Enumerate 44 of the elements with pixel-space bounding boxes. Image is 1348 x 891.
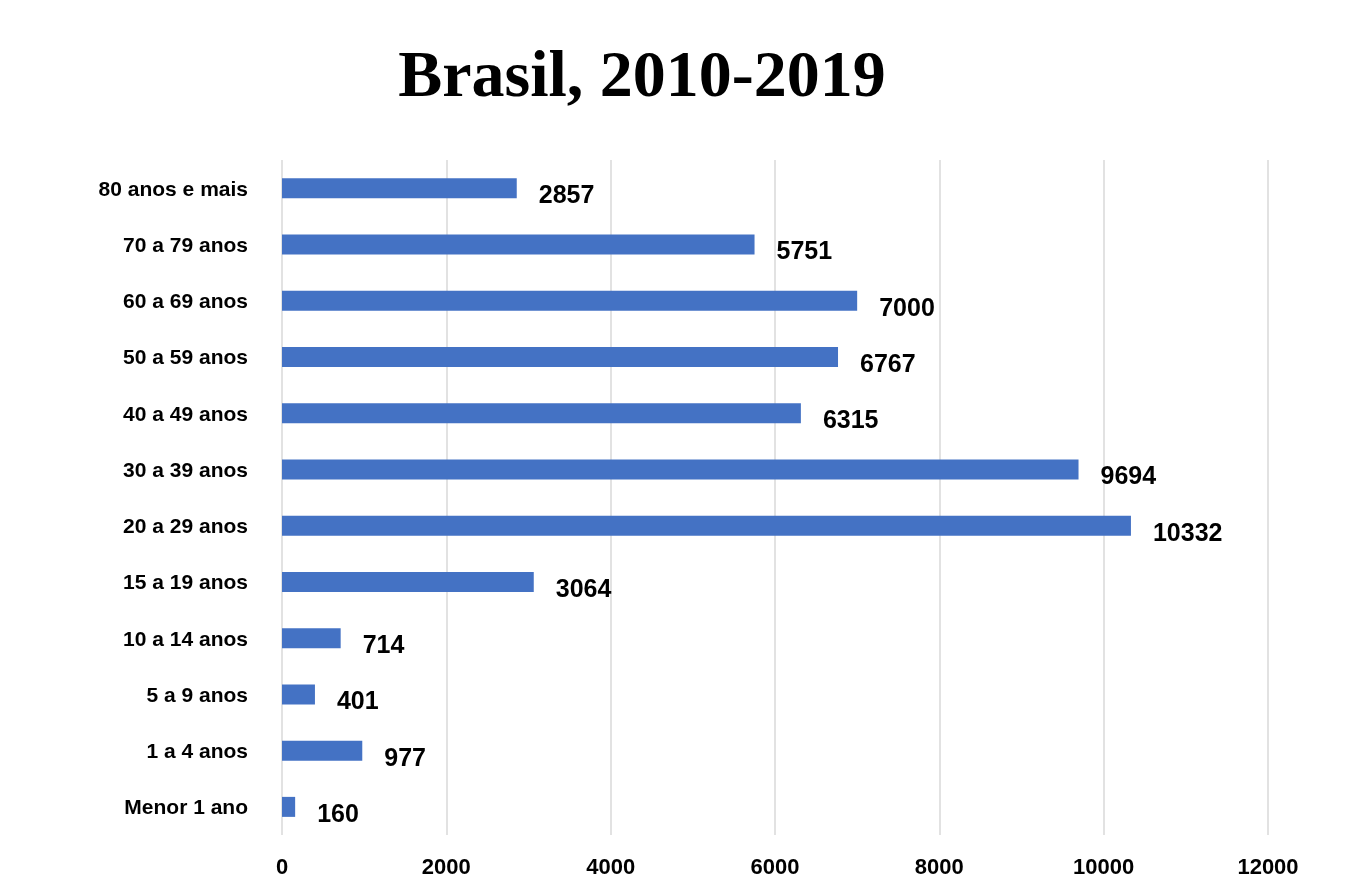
y-tick-label: 70 a 79 anos bbox=[123, 232, 248, 256]
y-tick-label: 60 a 69 anos bbox=[123, 289, 248, 313]
y-tick-label: 20 a 29 anos bbox=[123, 514, 248, 538]
bar bbox=[282, 290, 858, 311]
x-tick-label: 8000 bbox=[914, 853, 964, 879]
bar bbox=[282, 403, 801, 424]
data-label: 977 bbox=[384, 742, 426, 771]
x-tick-label: 4000 bbox=[586, 853, 636, 879]
bar bbox=[282, 740, 363, 761]
data-label: 6767 bbox=[860, 348, 916, 377]
data-label: 160 bbox=[317, 798, 359, 827]
bar bbox=[282, 459, 1079, 480]
data-label: 9694 bbox=[1100, 461, 1157, 490]
x-tick-label: 12000 bbox=[1237, 853, 1299, 879]
bar bbox=[282, 571, 534, 592]
data-label: 7000 bbox=[879, 292, 935, 321]
y-tick-label: 50 a 59 anos bbox=[123, 345, 248, 369]
y-tick-label: 5 a 9 anos bbox=[146, 682, 248, 706]
bar bbox=[282, 684, 315, 705]
data-label: 2857 bbox=[538, 180, 595, 209]
x-tick-label: 6000 bbox=[750, 853, 800, 879]
y-tick-label: 10 a 14 anos bbox=[123, 626, 248, 650]
data-label: 401 bbox=[336, 686, 379, 715]
x-tick-label: 0 bbox=[275, 853, 289, 879]
bar bbox=[282, 628, 341, 649]
data-label: 5751 bbox=[776, 236, 833, 265]
y-tick-label: 40 a 49 anos bbox=[123, 401, 248, 425]
y-tick-label: Menor 1 ano bbox=[124, 795, 248, 819]
bar bbox=[282, 234, 755, 255]
chart-title: Brasil, 2010-2019 bbox=[398, 36, 886, 110]
data-label: 3064 bbox=[555, 573, 612, 602]
bar bbox=[282, 796, 296, 817]
bar bbox=[282, 346, 839, 367]
y-tick-label: 30 a 39 anos bbox=[123, 457, 248, 481]
bar bbox=[282, 178, 517, 199]
y-tick-label: 80 anos e mais bbox=[98, 176, 248, 200]
x-tick-label: 2000 bbox=[421, 853, 471, 879]
data-label: 6315 bbox=[822, 405, 879, 434]
y-tick-label: 1 a 4 anos bbox=[146, 739, 248, 763]
x-tick-label: 10000 bbox=[1073, 853, 1135, 879]
data-label: 714 bbox=[362, 630, 405, 659]
y-tick-label: 15 a 19 anos bbox=[123, 570, 248, 594]
bar bbox=[282, 515, 1131, 536]
data-label: 10332 bbox=[1152, 517, 1223, 546]
